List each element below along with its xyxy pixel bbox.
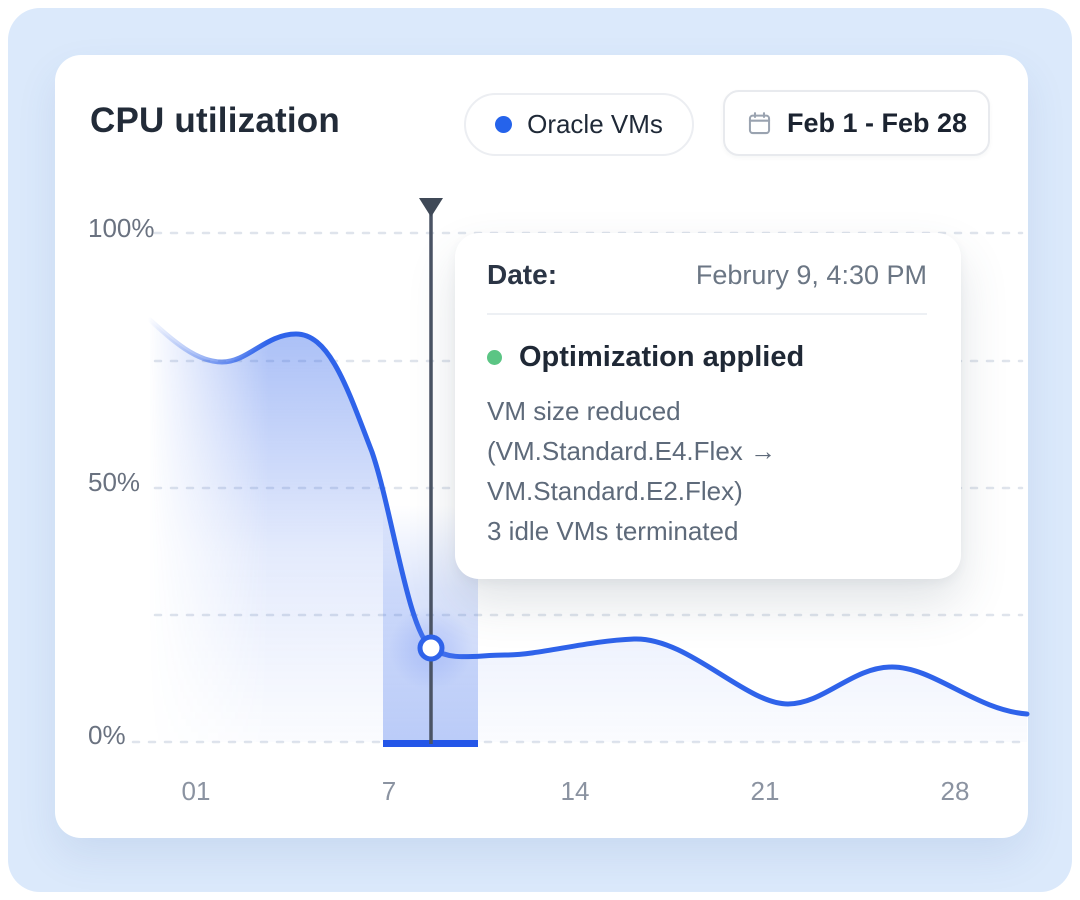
tooltip-status-row: Optimization applied: [487, 341, 927, 374]
y-tick-100: 100%: [88, 213, 155, 243]
x-tick-14: 14: [560, 776, 590, 806]
page-title: CPU utilization: [90, 101, 340, 140]
event-tooltip: Date: Februry 9, 4:30 PM Optimization ap…: [455, 233, 961, 579]
date-range-label: Feb 1 - Feb 28: [786, 107, 968, 138]
tooltip-date-label: Date:: [487, 259, 558, 290]
marker-point[interactable]: [417, 634, 445, 662]
legend-label: Oracle VMs: [527, 109, 663, 139]
y-tick-50: 50%: [88, 467, 141, 497]
series-area-fill: [150, 320, 1027, 742]
y-tick-0: 0%: [88, 720, 126, 750]
x-tick-28: 28: [940, 776, 970, 806]
legend-oracle-vms[interactable]: Oracle VMs: [464, 93, 694, 156]
legend-dot-icon: [495, 116, 513, 133]
x-tick-21: 21: [750, 776, 780, 806]
status-dot-icon: [487, 350, 502, 365]
tooltip-date-row: Date: Februry 9, 4:30 PM: [487, 259, 927, 291]
x-tick-7: 7: [381, 776, 397, 806]
tooltip-divider: [487, 313, 927, 315]
tooltip-description: VM size reduced (VM.Standard.E4.Flex → V…: [487, 396, 776, 546]
tooltip-status-label: Optimization applied: [519, 341, 805, 373]
series-line: [147, 317, 1030, 717]
x-tick-01: 01: [181, 776, 211, 806]
date-range-button[interactable]: Feb 1 - Feb 28: [723, 90, 990, 156]
tooltip-date-value: Februry 9, 4:30 PM: [695, 260, 927, 290]
marker-flag-icon: [419, 198, 443, 217]
calendar-icon: [748, 111, 771, 134]
